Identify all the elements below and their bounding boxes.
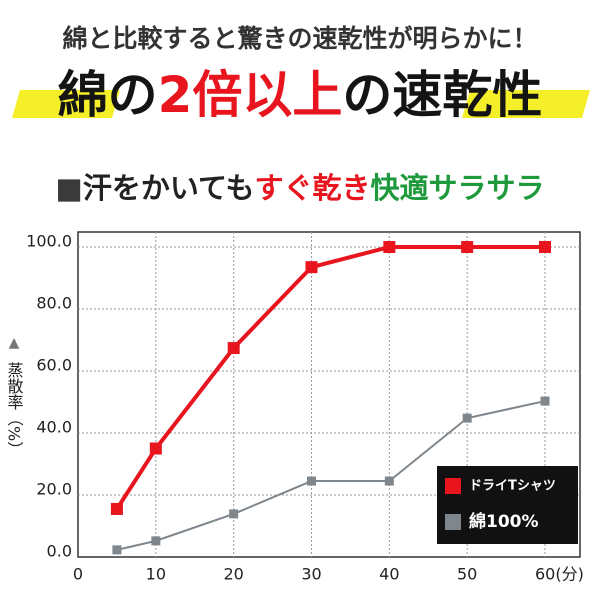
marker (112, 545, 122, 555)
x-tick-label: 40 (379, 565, 399, 584)
title-part: 2倍以上 (158, 66, 343, 124)
marker (539, 241, 551, 253)
y-axis-marker: ▲ (9, 335, 20, 351)
title-part: 綿の (58, 66, 158, 124)
x-tick-label: 30 (301, 565, 321, 584)
marker (461, 241, 474, 253)
legend-label: 綿100% (469, 511, 539, 532)
marker (383, 241, 396, 253)
marker (229, 509, 239, 519)
y-tick-label: 60.0 (36, 356, 72, 375)
y-tick-label: 80.0 (36, 294, 72, 313)
subtitle-part: すぐ乾き (255, 171, 371, 205)
marker (151, 536, 161, 546)
subtitle-part: 汗をかいても (83, 171, 255, 205)
subtitle-part: ■ (55, 171, 82, 205)
legend-swatch (445, 514, 461, 530)
y-axis-label: 蒸散率（%） (5, 362, 24, 457)
marker (149, 442, 162, 455)
highlight (12, 90, 120, 118)
subtitle: ■汗をかいてもすぐ乾き快適サラサラ (55, 171, 544, 205)
x-tick-label: 20 (223, 565, 243, 584)
marker (462, 413, 472, 423)
x-tick-label: 0 (73, 565, 83, 584)
marker (307, 476, 316, 486)
title: 綿の2倍以上の速乾性 (58, 66, 543, 124)
marker (110, 502, 123, 515)
marker (540, 396, 550, 406)
title-part: の速乾性 (342, 66, 542, 124)
y-tick-label: 40.0 (36, 418, 72, 437)
subtitle-part: 快適サラサラ (371, 171, 545, 205)
y-tick-label: 100.0 (26, 232, 72, 251)
header: 綿と比較すると驚きの速乾性が明らかに！ (62, 24, 537, 53)
marker (305, 261, 318, 274)
x-tick-label: 10 (146, 565, 166, 584)
highlight (462, 90, 590, 118)
plot-frame (77, 231, 581, 558)
y-tick-label: 0.0 (47, 542, 72, 561)
y-tick-label: 20.0 (36, 480, 72, 499)
x-tick-label: 60(分) (535, 565, 584, 584)
x-tick-label: 50 (457, 565, 477, 584)
legend-swatch (445, 478, 461, 494)
marker (384, 476, 394, 486)
marker (227, 342, 240, 355)
legend-label: ドライTシャツ (469, 479, 556, 494)
